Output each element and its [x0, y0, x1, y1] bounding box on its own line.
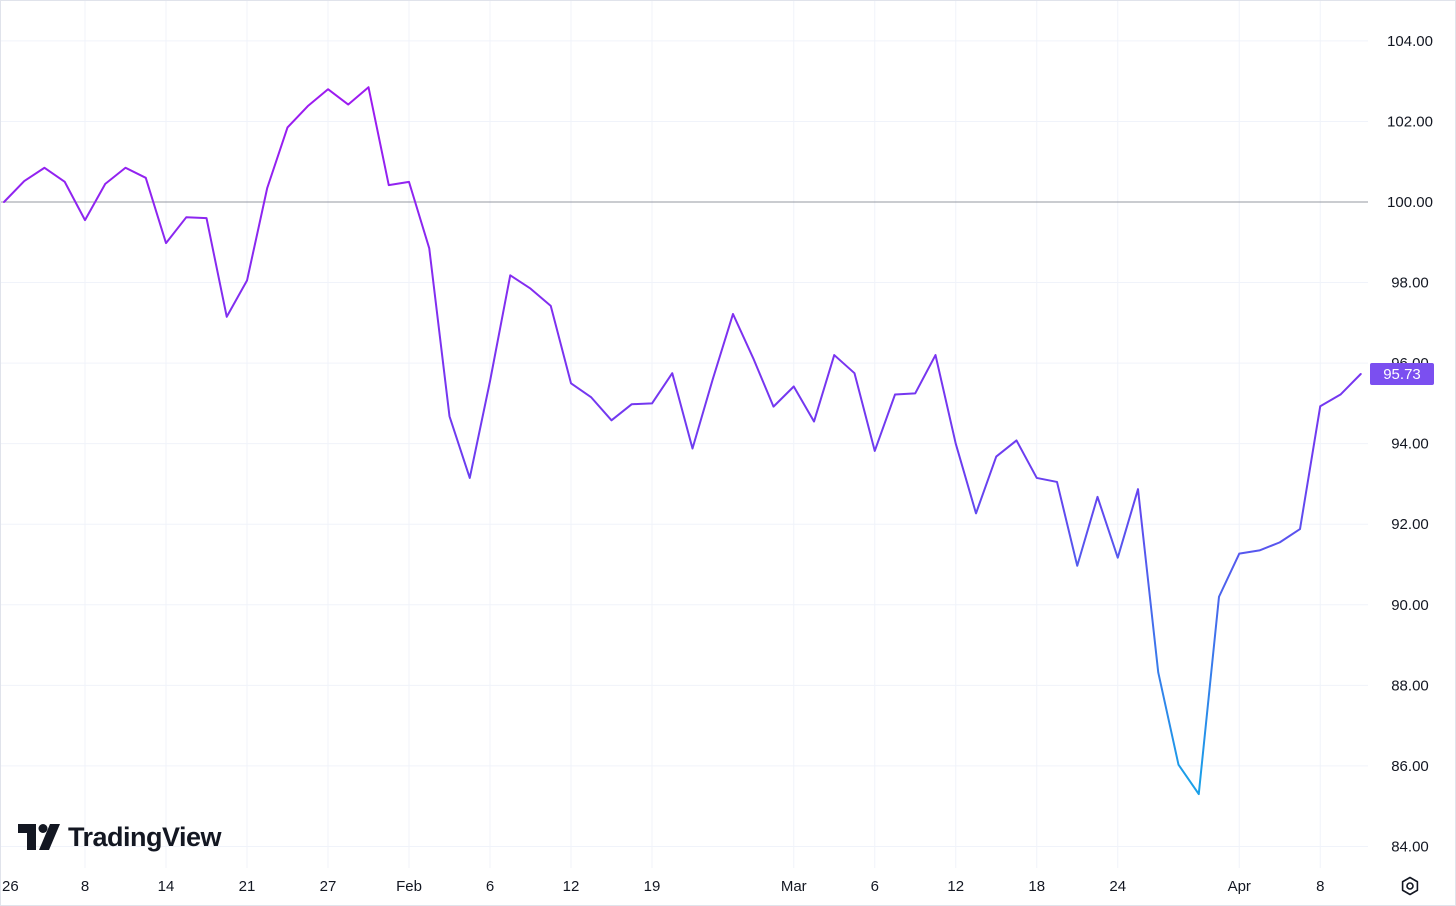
x-tick-label: 8 — [81, 878, 89, 895]
x-tick-label: 8 — [1316, 878, 1324, 895]
y-tick-label: 94.00 — [1391, 436, 1429, 453]
logo-text: TradingView — [68, 821, 222, 852]
x-tick-label: 19 — [644, 878, 661, 895]
x-tick-label: 6 — [871, 878, 879, 895]
x-tick-label: 6 — [486, 878, 494, 895]
x-tick-label: 12 — [563, 878, 580, 895]
x-tick-label: Apr — [1228, 878, 1251, 895]
x-tick-label: 24 — [1109, 878, 1126, 895]
y-tick-label: 104.00 — [1387, 33, 1433, 50]
x-axis[interactable]: 26 8 14 21 27 Feb 6 12 19 Mar 6 12 18 24 Apr 8 — [2, 878, 1324, 895]
x-tick-label: Mar — [781, 878, 807, 895]
y-tick-label: 100.00 — [1387, 194, 1433, 211]
y-tick-label: 90.00 — [1391, 597, 1429, 614]
y-tick-label: 102.00 — [1387, 113, 1433, 130]
last-value-label: 95.73 — [1370, 362, 1434, 385]
settings-button[interactable] — [1398, 874, 1422, 898]
x-tick-label: Feb — [396, 878, 422, 895]
last-value-text: 95.73 — [1383, 366, 1421, 383]
y-tick-label: 86.00 — [1391, 758, 1429, 775]
x-tick-label: 21 — [239, 878, 256, 895]
last-value-badge — [1370, 362, 1434, 385]
y-tick-label: 98.00 — [1391, 275, 1429, 292]
x-tick-label: 27 — [320, 878, 337, 895]
x-tick-label: 26 — [2, 878, 19, 895]
x-tick-label: 12 — [947, 878, 964, 895]
y-tick-label: 88.00 — [1391, 677, 1429, 694]
grid-lines — [0, 0, 1368, 868]
settings-gear-icon — [1401, 876, 1419, 896]
y-tick-label: 92.00 — [1391, 516, 1429, 533]
tradingview-logo: TradingView — [18, 820, 222, 854]
y-axis[interactable]: 104.00102.00100.0098.0096.0094.0092.0090… — [1387, 33, 1433, 856]
series-layer — [3, 86, 1362, 796]
x-tick-label: 18 — [1028, 878, 1045, 895]
x-tick-label: 14 — [158, 878, 175, 895]
series-line[interactable] — [3, 86, 1362, 796]
y-tick-label: 84.00 — [1391, 838, 1429, 855]
tradingview-logo-icon — [18, 824, 60, 850]
